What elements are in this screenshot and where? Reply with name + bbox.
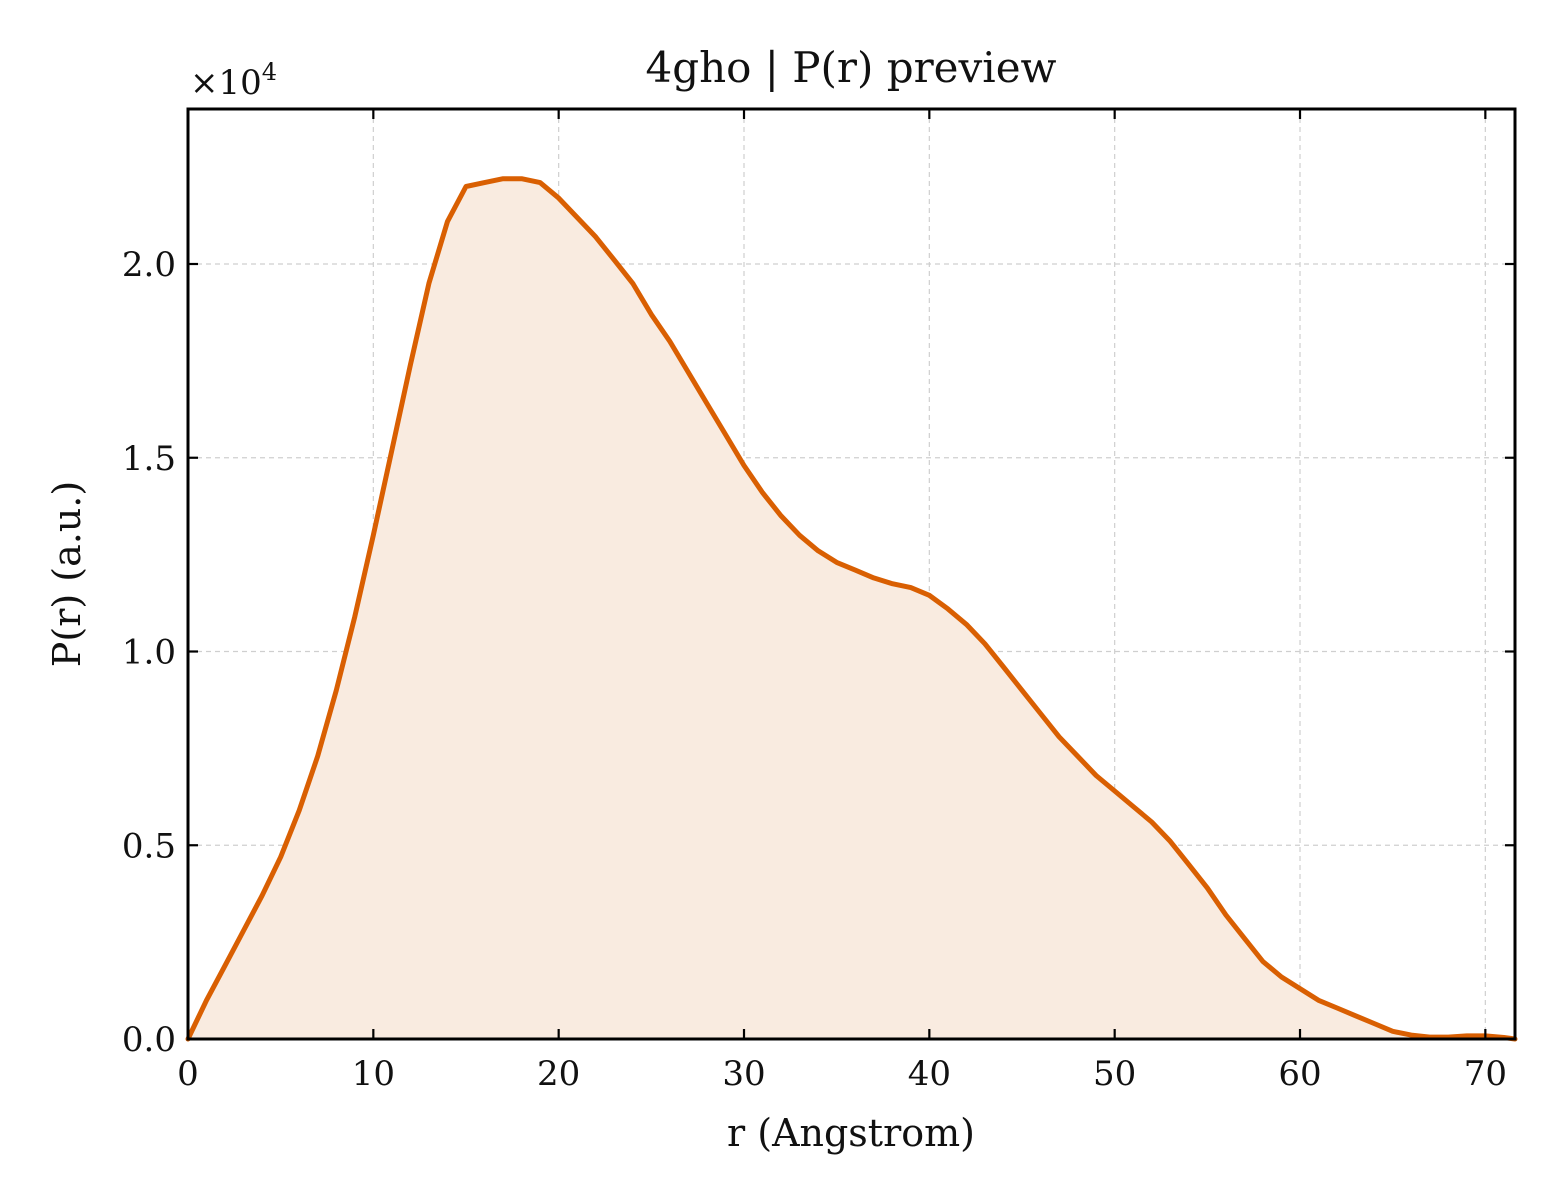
y-multiplier: ×104 [190, 58, 277, 103]
y-tick-label: 1.0 [122, 633, 176, 673]
y-tick-label: 1.5 [122, 439, 176, 479]
x-tick-label: 20 [537, 1054, 580, 1094]
plot-frame [186, 107, 1517, 1041]
x-tick-label: 10 [352, 1054, 395, 1094]
x-tick-label: 30 [722, 1054, 765, 1094]
y-tick-label: 0.5 [122, 826, 176, 866]
series-line [185, 176, 1518, 1042]
plot-area [185, 176, 1518, 1042]
x-tick-label: 70 [1464, 1054, 1507, 1094]
x-axis-label: r (Angstrom) [727, 1111, 975, 1155]
axis-ticks: 0 10 20 30 40 50 60 70 0.0 0.5 1.0 1.5 2.0 [122, 109, 1515, 1094]
x-tick-label: 50 [1093, 1054, 1136, 1094]
y-tick-label: 2.0 [122, 245, 176, 285]
chart-title: 4gho | P(r) preview [645, 43, 1056, 92]
x-tick-label: 0 [177, 1054, 199, 1094]
y-tick-label: 0.0 [122, 1020, 176, 1060]
series-area-fill [188, 178, 1515, 1039]
x-tick-label: 60 [1278, 1054, 1321, 1094]
y-axis-label: P(r) (a.u.) [45, 481, 89, 667]
y-multiplier-exponent: 4 [262, 58, 277, 86]
x-tick-label: 40 [908, 1054, 951, 1094]
